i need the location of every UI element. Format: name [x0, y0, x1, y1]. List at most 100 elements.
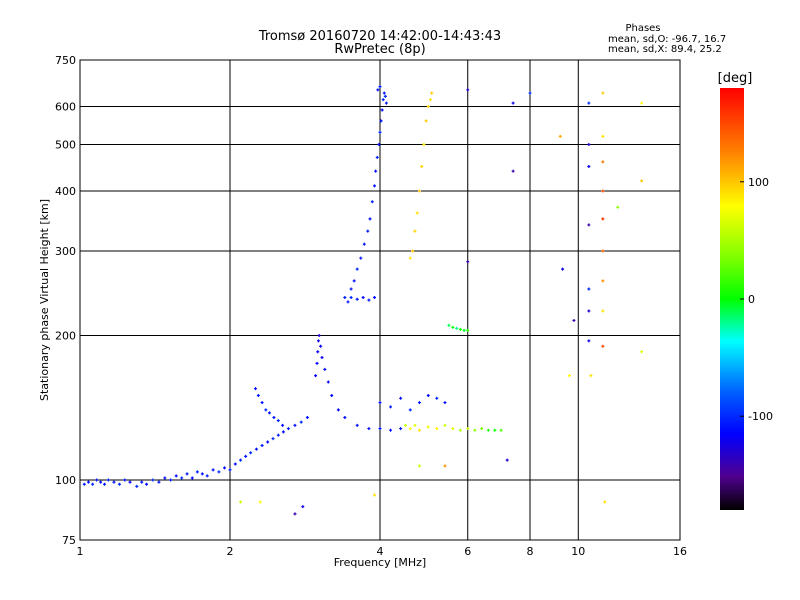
data-point	[233, 462, 237, 466]
x-tick-label: 16	[673, 545, 687, 558]
data-point	[374, 169, 378, 173]
chart-title-block: Tromsø 20160720 14:42:00-14:43:43 RwPret…	[258, 29, 501, 57]
data-point	[315, 361, 319, 365]
data-point	[378, 401, 382, 405]
x-tick-label: 1	[77, 545, 84, 558]
data-point	[343, 296, 347, 300]
data-point	[389, 405, 393, 409]
data-point	[601, 91, 605, 95]
data-point	[420, 164, 424, 168]
data-point	[163, 476, 167, 480]
data-point	[355, 423, 359, 427]
data-point	[426, 105, 430, 109]
data-point	[455, 326, 459, 330]
data-point	[190, 476, 194, 480]
data-point	[169, 478, 173, 482]
x-axis-label: Frequency [MHz]	[334, 556, 426, 569]
data-point	[355, 267, 359, 271]
data-point	[587, 287, 591, 291]
data-point	[99, 480, 103, 484]
data-point	[293, 512, 297, 516]
data-point	[95, 478, 99, 482]
data-point	[411, 249, 415, 253]
data-point	[145, 482, 149, 486]
data-point	[458, 327, 462, 331]
data-point	[258, 500, 262, 504]
data-point	[601, 279, 605, 283]
data-point	[466, 427, 470, 431]
data-point	[205, 474, 209, 478]
y-tick-label: 100	[55, 474, 76, 487]
data-point	[417, 189, 421, 193]
data-point	[200, 472, 204, 476]
data-point	[428, 98, 432, 102]
data-point	[117, 482, 121, 486]
data-point	[367, 427, 371, 431]
data-point	[271, 437, 275, 441]
phases-box: Phases mean, sd,O: -96.7, 16.7 mean, sd,…	[608, 23, 726, 55]
data-point	[174, 474, 178, 478]
data-point	[417, 401, 421, 405]
data-point	[239, 500, 243, 504]
data-point	[567, 374, 571, 378]
data-point	[408, 408, 412, 412]
data-point	[505, 458, 509, 462]
data-point	[480, 427, 484, 431]
data-point	[443, 423, 447, 427]
data-point	[601, 217, 605, 221]
data-point	[408, 256, 412, 260]
colorbar-tick-label: 0	[748, 293, 755, 306]
data-point	[103, 482, 107, 486]
data-point	[361, 296, 365, 300]
data-point	[249, 451, 253, 455]
phases-line-x: mean, sd,X: 89.4, 25.2	[608, 44, 722, 55]
data-point	[267, 411, 271, 415]
y-tick-label: 600	[55, 101, 76, 114]
data-point	[511, 169, 515, 173]
data-point	[381, 98, 385, 102]
data-point	[293, 423, 297, 427]
colorbar-ticks: 100 0 -100	[740, 176, 773, 423]
data-point	[320, 355, 324, 359]
data-point	[587, 309, 591, 313]
data-point	[443, 464, 447, 468]
data-point	[281, 423, 285, 427]
data-point	[211, 468, 215, 472]
data-point	[301, 505, 305, 509]
data-point	[451, 427, 455, 431]
data-point	[447, 323, 451, 327]
data-point	[299, 420, 303, 424]
data-point	[316, 350, 320, 354]
data-point	[326, 380, 330, 384]
data-point	[316, 339, 320, 343]
data-point	[399, 396, 403, 400]
colorbar-tick-label: 100	[748, 176, 769, 189]
data-point	[272, 415, 276, 419]
y-axis-label: Stationary phase Virtual Height [km]	[38, 199, 51, 401]
data-point	[413, 423, 417, 427]
data-point	[558, 134, 562, 138]
grid-lines	[80, 60, 680, 540]
data-point	[330, 394, 334, 398]
data-point	[589, 374, 593, 378]
data-point	[443, 401, 447, 405]
data-point	[616, 205, 620, 209]
data-point	[135, 484, 139, 488]
x-tick-label: 4	[377, 545, 384, 558]
data-point	[264, 408, 268, 412]
data-point	[430, 91, 434, 95]
data-point	[112, 480, 116, 484]
x-axis: 1 2 4 6 8 10 16	[77, 545, 688, 558]
data-point	[486, 428, 490, 432]
data-point	[426, 394, 430, 398]
data-point	[355, 297, 359, 301]
data-point	[195, 470, 199, 474]
data-point	[91, 482, 95, 486]
data-point	[253, 387, 257, 391]
data-point	[380, 108, 384, 112]
data-point	[314, 374, 318, 378]
data-point	[511, 101, 515, 105]
data-point	[417, 428, 421, 432]
data-point	[266, 440, 270, 444]
